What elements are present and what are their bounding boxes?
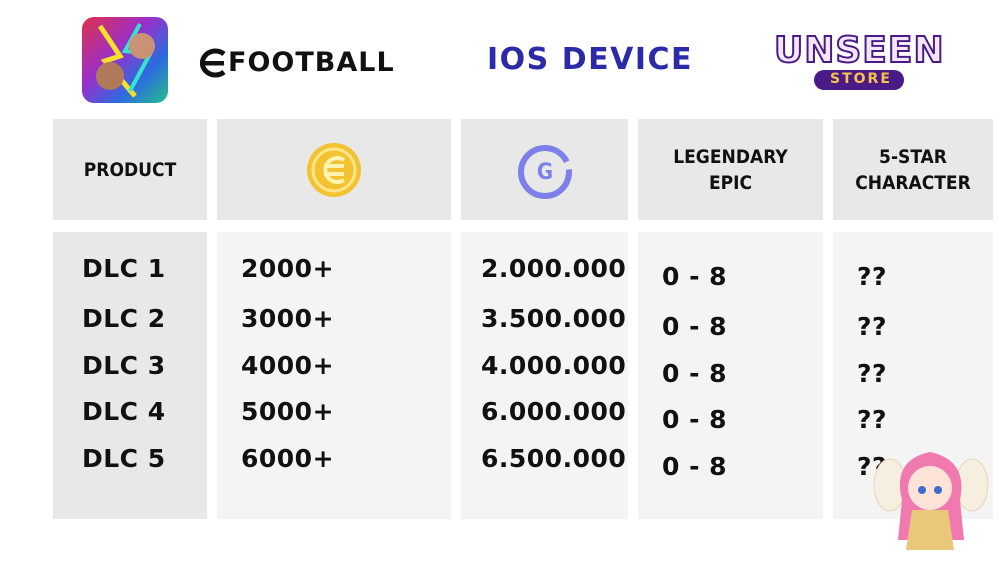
header-label: LEGENDARY EPIC <box>673 145 788 194</box>
table-cell: ?? <box>857 405 888 434</box>
row-label: DLC 5 <box>82 444 166 473</box>
table-cell: ?? <box>857 359 888 388</box>
table-cell: 0 - 8 <box>662 312 728 341</box>
table-cell: 6000+ <box>241 444 335 473</box>
store-logo-sub: STORE <box>830 71 892 87</box>
store-logo-name: UNSEEN <box>773 29 945 72</box>
table-cell: ?? <box>857 312 888 341</box>
store-logo-badge <box>814 70 904 90</box>
table-cell: 0 - 8 <box>662 405 728 434</box>
table-cell: 6.500.000 <box>481 444 627 473</box>
mascot-illustration <box>873 452 989 550</box>
body-column <box>461 232 628 519</box>
table-cell: 0 - 8 <box>662 452 728 481</box>
header-cell: LEGENDARY EPIC <box>638 119 823 220</box>
header-cell: G <box>461 119 628 220</box>
app-icon <box>82 17 168 103</box>
gp-icon: G <box>517 144 572 199</box>
coin-icon <box>307 142 361 197</box>
table-cell: 4.000.000 <box>481 351 627 380</box>
efootball-e-logo <box>199 48 226 78</box>
body-column <box>638 232 823 519</box>
table-cell: 2000+ <box>241 254 335 283</box>
table-cell: 0 - 8 <box>662 262 728 291</box>
table-cell: 4000+ <box>241 351 335 380</box>
table-cell: 6.000.000 <box>481 397 627 426</box>
table-cell: 3000+ <box>241 304 335 333</box>
row-label: DLC 4 <box>82 397 166 426</box>
row-label: DLC 3 <box>82 351 166 380</box>
row-label: DLC 2 <box>82 304 166 333</box>
header-cell <box>217 119 451 220</box>
table-cell: ?? <box>857 262 888 291</box>
table-cell: 3.500.000 <box>481 304 627 333</box>
table-cell: 0 - 8 <box>662 359 728 388</box>
header-cell: PRODUCT <box>53 119 207 220</box>
page-title: IOS DEVICE <box>487 42 694 77</box>
body-column <box>53 232 207 519</box>
efootball-logo-text: FOOTBALL <box>228 47 395 78</box>
body-column <box>217 232 451 519</box>
gp-icon-letter: G <box>536 160 552 185</box>
store-logo: UNSEEN STORE <box>772 29 946 90</box>
header-cell: 5-STAR CHARACTER <box>833 119 993 220</box>
header-label: PRODUCT <box>83 158 177 181</box>
table-cell: 5000+ <box>241 397 335 426</box>
row-label: DLC 1 <box>82 254 166 283</box>
header-label: 5-STAR CHARACTER <box>855 145 971 194</box>
table-cell: 2.000.000 <box>481 254 627 283</box>
